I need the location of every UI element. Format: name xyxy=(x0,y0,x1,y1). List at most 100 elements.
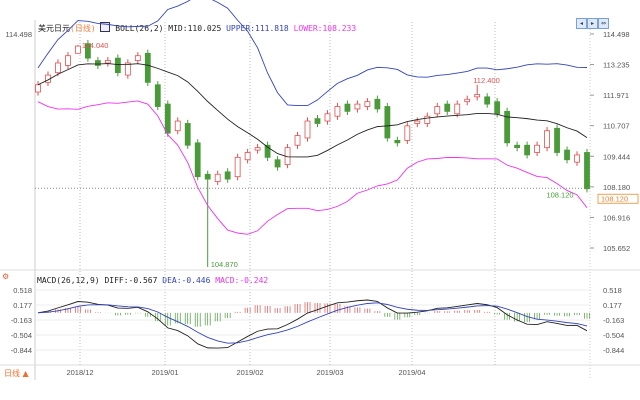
y-tick-label: 108.180 xyxy=(603,183,630,192)
settings-icon[interactable]: ⚙ xyxy=(2,272,10,281)
peak-annotation: 112.400 xyxy=(473,76,500,85)
candle-body xyxy=(224,171,231,180)
candle-body xyxy=(364,101,371,107)
candle-body xyxy=(254,147,261,151)
candle-body xyxy=(134,55,141,61)
boll-mid-line xyxy=(37,63,588,158)
macd-y-tick-label: 0.518 xyxy=(603,286,622,295)
candle-body xyxy=(65,55,71,66)
scroll-left-button[interactable]: ◂ xyxy=(576,18,587,29)
candle-body xyxy=(544,130,550,149)
candle-body xyxy=(374,98,381,110)
candle-body xyxy=(454,103,461,115)
candle-body xyxy=(234,156,241,178)
candle-body xyxy=(75,45,81,54)
y-tick-label: 110.707 xyxy=(603,122,630,131)
diff-line xyxy=(37,299,588,349)
candle-body xyxy=(384,106,391,139)
dea-value: DEA:-0.446 xyxy=(162,276,211,285)
candle-body xyxy=(524,144,531,156)
candle-body xyxy=(564,149,570,161)
candle-body xyxy=(304,120,311,139)
candle-body xyxy=(174,120,181,132)
scroll-right-button[interactable]: ▸ xyxy=(587,18,598,29)
macd-label: MACD(26,12,9) xyxy=(37,276,100,285)
x-tick-label: 2018/12 xyxy=(66,368,93,377)
candle-body xyxy=(244,152,251,161)
candle-body xyxy=(554,127,560,153)
macd-y-tick-label-left: -0.844 xyxy=(11,346,32,355)
candle-body xyxy=(164,103,171,134)
y-tick-label: 105.652 xyxy=(603,244,630,253)
candle-body xyxy=(274,159,281,168)
candle-body xyxy=(144,52,151,83)
period-toggle[interactable]: 日线 ▲ xyxy=(4,369,29,378)
candle-body xyxy=(85,43,91,59)
chart-header: 美元日元(日线) BOLL(26,2) MID:110.025 UPPER:11… xyxy=(38,22,356,33)
boll-lower-line xyxy=(37,100,588,235)
candle-body xyxy=(154,84,161,107)
candle-body xyxy=(35,84,41,93)
boll-upper-line xyxy=(37,0,588,107)
candle-body xyxy=(94,60,101,66)
candle-body xyxy=(104,60,111,64)
candle-body xyxy=(204,173,211,180)
y-tick-label: 111.971 xyxy=(603,91,629,100)
candle-body xyxy=(55,62,61,74)
dea-line xyxy=(37,302,588,344)
candle-body xyxy=(404,125,411,141)
macd-value: MACD:-0.242 xyxy=(215,276,269,285)
y-tick-label: 106.916 xyxy=(603,213,630,222)
candle-body xyxy=(194,142,201,178)
candle-body xyxy=(354,103,361,110)
candle-body xyxy=(494,101,501,115)
last-price-tag-label: 108.120 xyxy=(601,194,628,203)
macd-y-tick-label: -0.163 xyxy=(603,316,624,325)
candle-body xyxy=(264,144,271,158)
y-tick-label: 113.235 xyxy=(603,61,630,70)
y-tick-label-left: 114.498 xyxy=(5,30,32,39)
candle-body xyxy=(344,103,351,112)
diff-value: DIFF:-0.567 xyxy=(104,276,158,285)
x-tick-label: 2019/01 xyxy=(151,368,178,377)
x-tick-label: 2019/03 xyxy=(316,368,343,377)
low-annotation: 104.870 xyxy=(211,260,238,269)
macd-y-tick-label: -0.504 xyxy=(603,331,624,340)
macd-y-tick-label-left: -0.163 xyxy=(11,316,32,325)
lower-value: LOWER:108.233 xyxy=(293,24,357,33)
mid-value: MID:110.025 xyxy=(168,24,222,33)
last-price-annotation: 108.120 xyxy=(546,190,573,199)
candle-body xyxy=(444,103,451,112)
boll-label: BOLL(26,2) xyxy=(115,24,164,33)
candle-body xyxy=(534,144,540,153)
x-tick-label: 2019/02 xyxy=(236,368,263,377)
candle-body xyxy=(114,57,121,74)
candle-body xyxy=(434,106,441,115)
boll-icon[interactable] xyxy=(100,22,111,32)
candle-body xyxy=(424,115,431,124)
candle-body xyxy=(314,118,321,124)
candle-body xyxy=(324,113,331,122)
macd-header: MACD(26,12,9) DIFF:-0.567 DEA:-0.446 MAC… xyxy=(37,276,268,285)
candle-body xyxy=(484,96,491,105)
candle-body xyxy=(124,62,131,76)
high-annotation: 114.040 xyxy=(82,41,109,50)
macd-y-tick-label-left: 0.518 xyxy=(13,286,32,295)
last-price-tag xyxy=(597,193,639,204)
upper-value: UPPER:111.818 xyxy=(226,24,289,33)
y-tick-label: 109.444 xyxy=(603,152,630,161)
candle-body xyxy=(294,135,301,146)
zoom-button[interactable]: ⇔ xyxy=(598,18,609,29)
candle-body xyxy=(574,154,580,163)
period-label[interactable]: (日线) xyxy=(70,24,96,33)
candle-body xyxy=(414,120,421,124)
candle-body xyxy=(214,173,221,182)
macd-y-tick-label-left: 0.177 xyxy=(13,301,32,310)
y-tick-label: 114.498 xyxy=(603,30,630,39)
candle-body xyxy=(184,123,191,146)
x-tick-label: 2019/04 xyxy=(398,368,425,377)
macd-y-tick-label: -0.844 xyxy=(603,346,624,355)
macd-y-tick-label-left: -0.504 xyxy=(11,331,32,340)
candle-body xyxy=(584,152,590,190)
